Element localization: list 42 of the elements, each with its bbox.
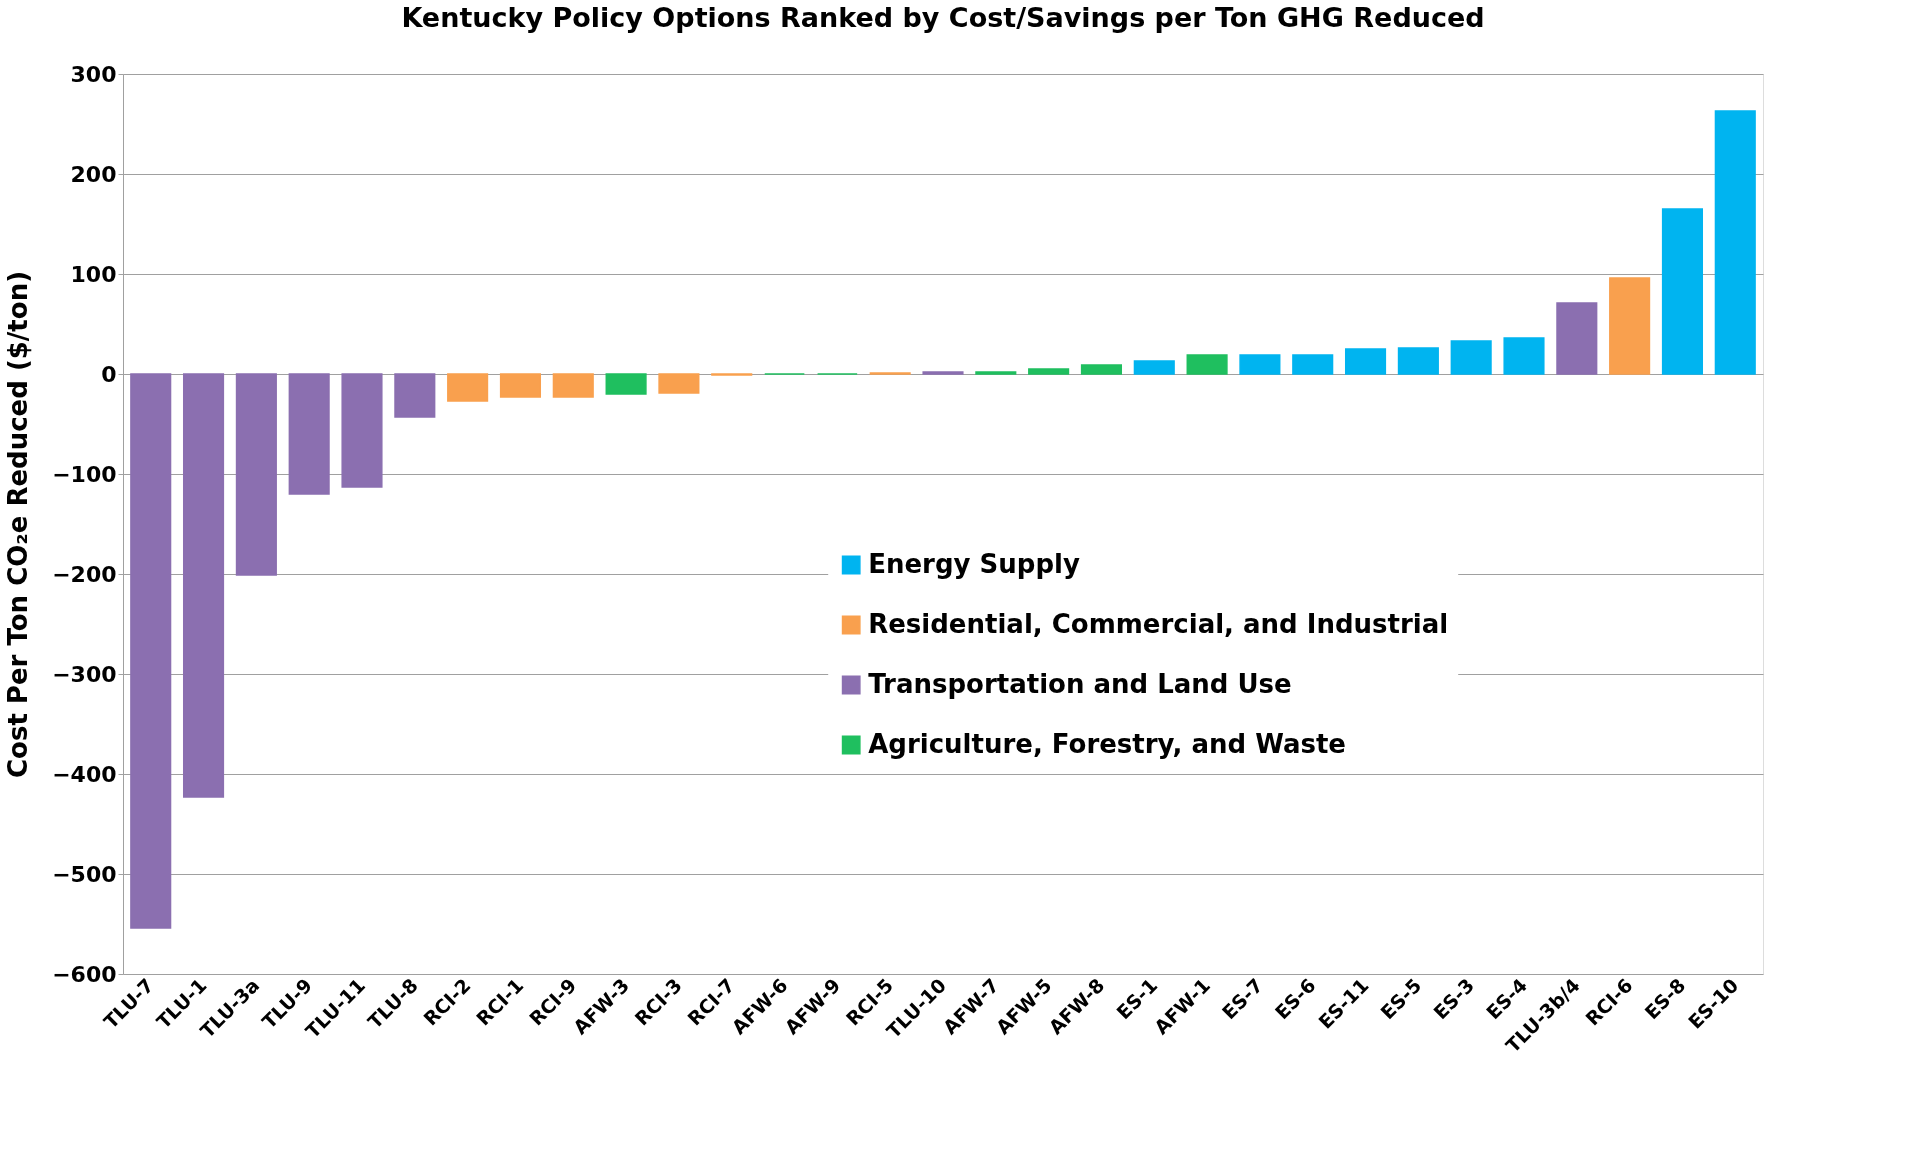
bar: [1503, 337, 1545, 375]
y-tick-label: −100: [52, 461, 117, 487]
bar: [922, 371, 964, 375]
bar: [1080, 364, 1123, 375]
bar: [1186, 354, 1228, 375]
bar: [394, 373, 436, 418]
bar: [341, 373, 383, 488]
y-tick-label: −200: [52, 561, 117, 587]
bar: [658, 373, 700, 394]
y-tick-label: −400: [52, 761, 117, 787]
chart-title: Kentucky Policy Options Ranked by Cost/Savings per Ton GHG Reduced: [401, 2, 1485, 33]
bar: [288, 373, 330, 495]
bar: [1133, 360, 1175, 375]
bar: [1609, 277, 1651, 375]
bar: [1556, 302, 1598, 375]
y-tick-label: 200: [70, 161, 117, 187]
y-axis-title: Cost Per Ton CO₂e Reduced ($/ton): [3, 270, 34, 779]
bar: [235, 373, 277, 576]
legend-label: Residential, Commercial, and Industrial: [868, 609, 1449, 639]
bar: [1714, 110, 1756, 375]
legend-label: Agriculture, Forestry, and Waste: [868, 729, 1346, 759]
bar: [552, 373, 594, 398]
y-tick-label: 100: [70, 261, 117, 287]
bar: [447, 373, 489, 402]
bar: [499, 373, 542, 398]
bar: [1028, 368, 1070, 375]
legend-label: Energy Supply: [868, 549, 1080, 579]
bar: [975, 371, 1017, 375]
y-tick-label: 300: [70, 61, 117, 87]
bar: [1239, 354, 1281, 375]
legend-label: Transportation and Land Use: [868, 669, 1292, 699]
bar: [605, 373, 647, 395]
y-tick-label: −500: [52, 861, 117, 887]
bar: [1397, 347, 1439, 375]
bar: [182, 373, 225, 798]
bar: [1292, 354, 1334, 375]
bar: [1661, 208, 1704, 375]
y-tick-label: −300: [52, 661, 117, 687]
bar: [130, 373, 172, 929]
y-tick-label: 0: [101, 361, 117, 387]
bar: [1450, 340, 1492, 375]
bar: [1344, 348, 1387, 375]
